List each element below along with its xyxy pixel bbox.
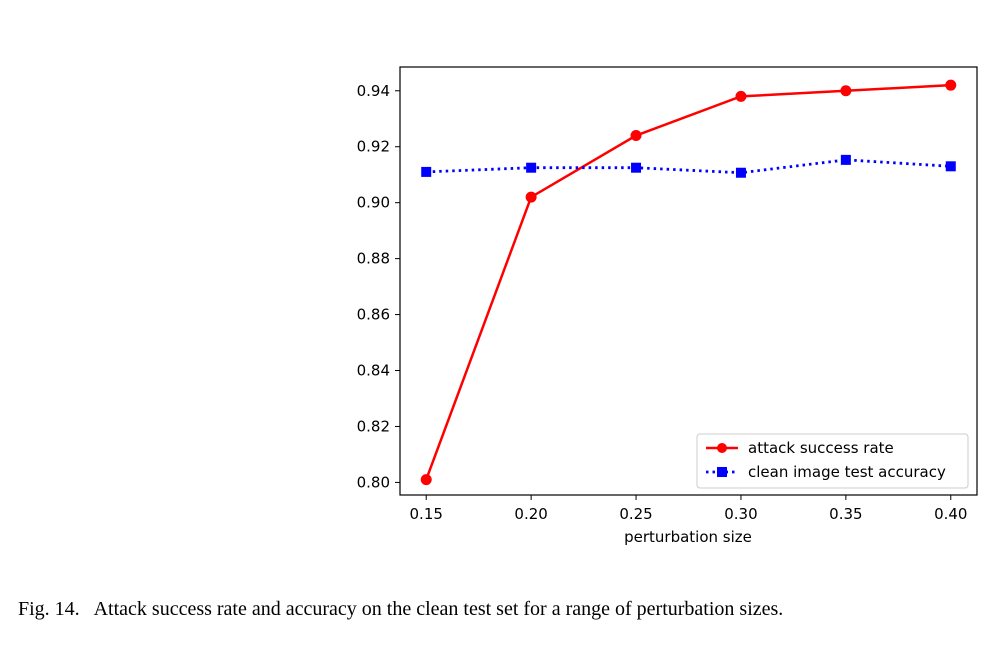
data-point-clean-image-test-accuracy [526, 162, 537, 173]
plot-area-frame [399, 66, 978, 496]
data-point-attack-success-rate [630, 130, 642, 142]
y-tick-label: 0.92 [357, 138, 390, 156]
y-tick-label: 0.82 [357, 417, 390, 435]
x-tick-label: 0.30 [724, 505, 757, 523]
y-tick-label: 0.84 [357, 362, 390, 380]
figure-caption-label: Fig. 14. [18, 598, 80, 620]
data-point-clean-image-test-accuracy [421, 166, 432, 177]
legend-marker-clean-image-test-accuracy [717, 467, 727, 477]
x-tick-label: 0.15 [410, 505, 443, 523]
data-point-attack-success-rate [735, 90, 747, 102]
x-tick-label: 0.40 [934, 505, 967, 523]
series-line-clean-image-test-accuracy [426, 158, 951, 175]
legend-entry-clean-image-test-accuracy: clean image test accuracy [748, 463, 946, 481]
x-tick-label: 0.25 [619, 505, 652, 523]
data-point-attack-success-rate [840, 85, 852, 97]
x-axis-label: perturbation size [624, 528, 752, 546]
x-axis: 0.15 0.20 0.25 0.30 0.35 0.40 [410, 495, 967, 523]
legend-entry-attack-success-rate: attack success rate [748, 439, 894, 457]
data-point-attack-success-rate [420, 474, 432, 486]
y-axis: 0.80 0.82 0.84 0.86 0.88 0.90 0.92 0.94 [357, 82, 400, 491]
data-point-clean-image-test-accuracy [631, 162, 642, 173]
y-tick-label: 0.86 [357, 306, 390, 324]
x-tick-label: 0.35 [829, 505, 862, 523]
data-point-clean-image-test-accuracy [840, 154, 851, 165]
y-tick-label: 0.88 [357, 250, 390, 268]
x-tick-label: 0.20 [514, 505, 547, 523]
figure-caption-text: Attack success rate and accuracy on the … [93, 598, 784, 620]
figure-caption: Fig. 14. Attack success rate and accurac… [18, 598, 783, 621]
series-line-attack-success-rate [425, 83, 951, 481]
series-layer [420, 79, 957, 486]
data-point-clean-image-test-accuracy [735, 167, 746, 178]
y-tick-label: 0.90 [357, 194, 390, 212]
legend: attack success rate clean image test acc… [696, 433, 969, 489]
data-point-clean-image-test-accuracy [945, 161, 956, 172]
data-point-attack-success-rate [945, 79, 957, 91]
legend-marker-attack-success-rate [717, 443, 727, 453]
legend-box [696, 433, 969, 489]
data-point-attack-success-rate [525, 191, 537, 203]
y-tick-label: 0.94 [357, 82, 390, 100]
y-tick-label: 0.80 [357, 473, 390, 491]
